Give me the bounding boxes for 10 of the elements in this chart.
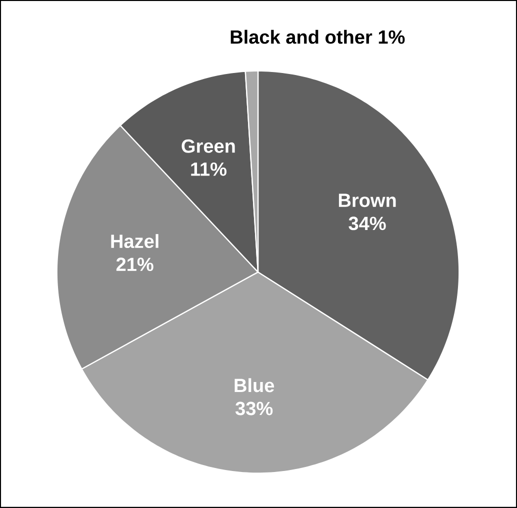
data-label: 33% bbox=[235, 402, 273, 416]
data-label: 1% bbox=[378, 30, 405, 44]
slice-label: Hazel bbox=[111, 234, 158, 248]
data-label: 11% bbox=[191, 162, 226, 176]
data-label: 21% bbox=[116, 258, 154, 272]
data-label: 34% bbox=[348, 216, 386, 230]
slice-label: Brown bbox=[338, 194, 396, 208]
slice-label: Black and other bbox=[230, 30, 372, 44]
slice-label: Green bbox=[182, 139, 235, 153]
slice-label: Blue bbox=[234, 378, 274, 392]
